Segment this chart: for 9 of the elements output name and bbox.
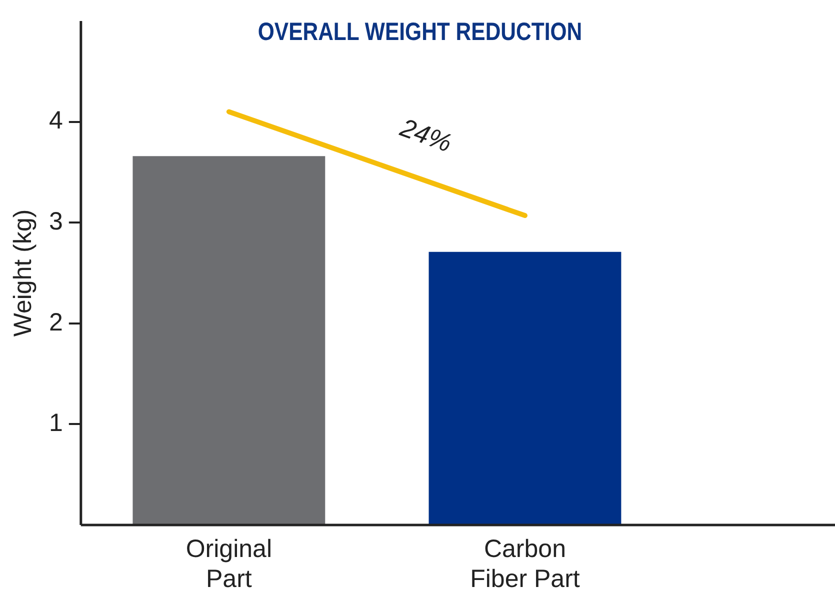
x-tick-label: Carbon Fiber Part [470, 534, 580, 593]
chart-title: OVERALL WEIGHT REDUCTION [256, 18, 584, 47]
annotation: 24% [396, 112, 456, 159]
x-tick-label: Original Part [186, 534, 272, 593]
y-tick-label: 4 [49, 106, 63, 135]
y-tick-label: 3 [49, 207, 63, 236]
y-axis-title: Weight (kg) [8, 209, 37, 337]
y-tick-label: 1 [49, 409, 63, 438]
y-tick-label: 2 [49, 308, 63, 336]
